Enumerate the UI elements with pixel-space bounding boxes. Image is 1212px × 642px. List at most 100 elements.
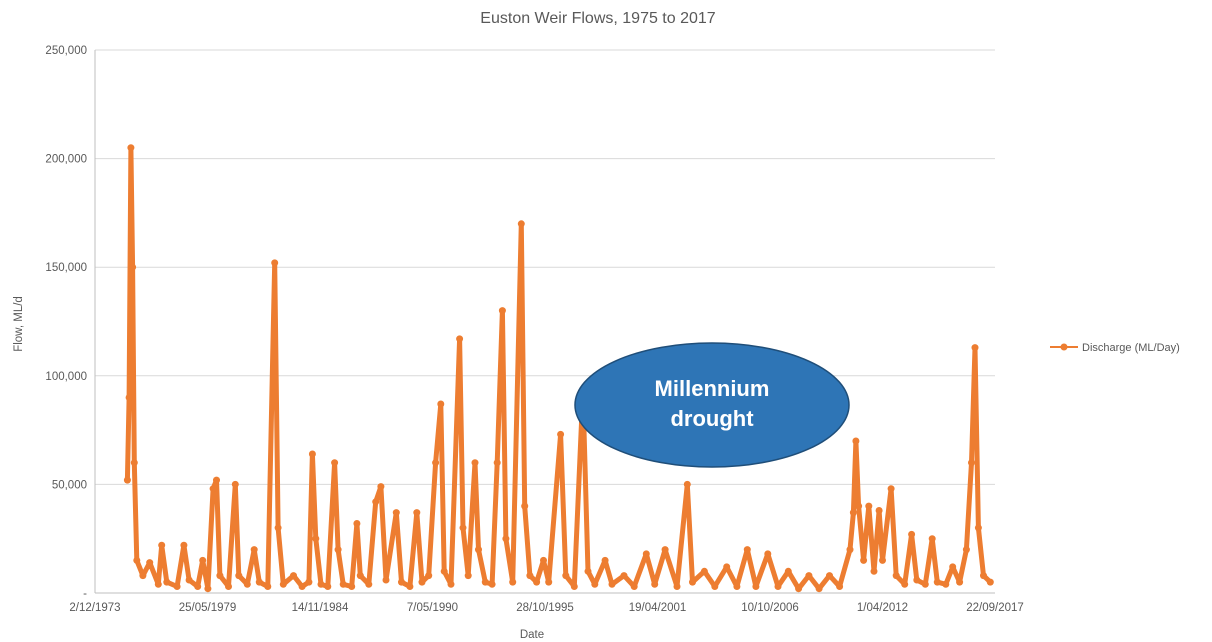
data-point — [764, 550, 772, 558]
data-point — [324, 583, 332, 590]
data-point — [235, 572, 243, 580]
x-tick-labels: 2/12/1973 25/05/1979 14/11/1984 7/05/1990 28… — [69, 602, 1023, 614]
x-tick-label: 10/10/2006 — [741, 602, 799, 614]
data-point — [974, 524, 982, 532]
data-point — [852, 437, 860, 445]
data-point — [440, 567, 448, 575]
series-discharge — [123, 144, 994, 593]
data-point — [348, 583, 356, 590]
data-point — [139, 572, 147, 580]
y-tick-label: - — [83, 588, 87, 600]
data-point — [339, 580, 347, 588]
data-point — [204, 585, 212, 593]
data-point — [743, 546, 751, 554]
data-point — [356, 572, 364, 580]
data-point — [521, 502, 529, 510]
data-point — [146, 559, 154, 567]
data-point — [887, 485, 895, 493]
data-point — [901, 580, 909, 588]
data-point — [879, 556, 886, 564]
data-point — [353, 520, 361, 527]
x-tick-label: 28/10/1995 — [516, 602, 574, 614]
data-point — [130, 459, 138, 467]
data-point — [849, 509, 857, 517]
data-point — [875, 507, 883, 514]
data-point — [158, 541, 166, 549]
data-point — [711, 583, 719, 590]
data-point — [562, 572, 570, 580]
data-point — [255, 578, 263, 586]
x-tick-label: 19/04/2001 — [629, 602, 687, 614]
data-point — [805, 572, 813, 580]
data-point — [331, 459, 339, 467]
data-point — [928, 535, 936, 543]
data-point — [591, 580, 599, 588]
data-point — [601, 556, 609, 564]
y-axis-title: Flow, ML/d — [13, 296, 25, 352]
data-point — [225, 583, 232, 590]
data-point — [199, 556, 207, 564]
data-point — [432, 459, 440, 467]
data-point — [471, 459, 479, 467]
data-point — [231, 480, 239, 488]
data-point — [475, 546, 482, 554]
data-point — [274, 524, 282, 532]
data-point — [774, 583, 782, 590]
data-point — [298, 583, 306, 590]
data-point — [584, 567, 592, 575]
series-line — [124, 145, 993, 592]
data-point — [689, 578, 696, 586]
data-point — [971, 344, 979, 352]
data-point — [836, 583, 844, 590]
data-point — [365, 580, 373, 588]
y-tick-label: 150,000 — [45, 262, 87, 274]
data-point — [488, 580, 496, 588]
data-point — [956, 578, 964, 586]
data-point — [464, 572, 472, 580]
data-point — [125, 394, 133, 401]
data-point — [209, 485, 217, 493]
x-tick-label: 7/05/1990 — [407, 602, 458, 614]
data-point — [673, 583, 681, 590]
data-point — [459, 524, 467, 532]
data-point — [317, 580, 325, 588]
data-point — [216, 572, 224, 580]
data-point — [382, 576, 390, 584]
data-point — [630, 583, 638, 590]
annotation-line2: drought — [670, 406, 754, 431]
data-point — [908, 530, 916, 538]
annotation-millennium-drought: Millennium drought — [574, 342, 850, 468]
data-point — [557, 430, 565, 438]
chart-title: Euston Weir Flows, 1975 to 2017 — [480, 10, 715, 27]
data-point — [406, 583, 414, 590]
data-point — [413, 509, 421, 517]
data-point — [683, 480, 691, 488]
legend: Discharge (ML/Day) — [1050, 342, 1180, 354]
x-tick-label: 14/11/1984 — [292, 602, 349, 614]
y-tick-label: 200,000 — [45, 154, 87, 166]
data-point — [493, 459, 501, 467]
legend-label: Discharge (ML/Day) — [1082, 342, 1180, 354]
data-point — [855, 502, 863, 510]
x-tick-label: 22/09/2017 — [966, 602, 1024, 614]
gridlines — [94, 49, 995, 594]
data-point — [962, 546, 970, 554]
data-point — [892, 572, 900, 580]
data-point — [312, 535, 320, 543]
data-point — [942, 580, 950, 588]
data-point — [870, 567, 878, 575]
data-point — [163, 578, 171, 586]
y-tick-labels: - 50,000 100,000 150,000 200,000 250,000 — [45, 45, 87, 600]
data-point — [949, 563, 957, 571]
data-point — [620, 572, 628, 580]
data-point — [913, 576, 921, 584]
data-point — [290, 572, 297, 580]
data-point — [334, 546, 342, 554]
data-point — [271, 259, 279, 267]
data-point — [968, 459, 975, 467]
data-point — [456, 335, 464, 343]
data-point — [392, 509, 400, 517]
x-tick-label: 1/04/2012 — [857, 602, 908, 614]
data-point — [846, 546, 854, 554]
